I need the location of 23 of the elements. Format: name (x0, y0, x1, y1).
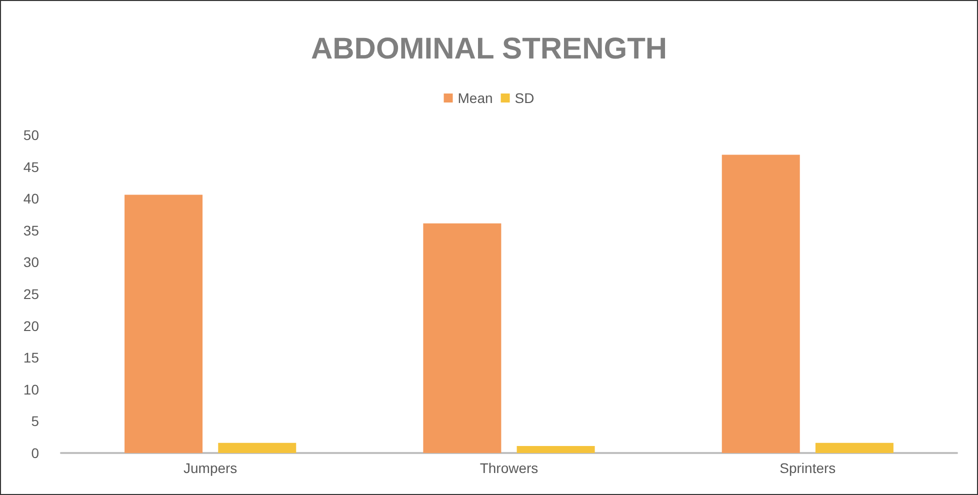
y-tick-label: 30 (23, 254, 40, 270)
y-tick-label: 0 (31, 445, 40, 461)
y-tick-label: 50 (23, 127, 40, 143)
y-tick-label: 20 (23, 318, 40, 334)
y-tick-label: 35 (23, 222, 40, 238)
bar (423, 223, 502, 453)
bar (124, 194, 203, 453)
chart-title: ABDOMINAL STRENGTH (310, 32, 668, 66)
y-tick-label: 45 (23, 158, 40, 175)
y-tick-label: 40 (23, 190, 40, 207)
legend-label: SD (514, 90, 534, 106)
y-tick-label: 10 (23, 381, 40, 398)
y-tick-label: 25 (23, 286, 40, 302)
bar (815, 442, 894, 453)
y-tick-label: 5 (31, 413, 40, 430)
x-tick-label: Jumpers (183, 460, 238, 476)
y-tick-label: 15 (23, 350, 40, 366)
bar (516, 446, 595, 453)
legend-label: Mean (458, 90, 493, 106)
bar (722, 154, 800, 453)
x-tick-label: Sprinters (780, 460, 836, 476)
bar (218, 442, 296, 453)
x-tick-label: Throwers (480, 460, 538, 476)
